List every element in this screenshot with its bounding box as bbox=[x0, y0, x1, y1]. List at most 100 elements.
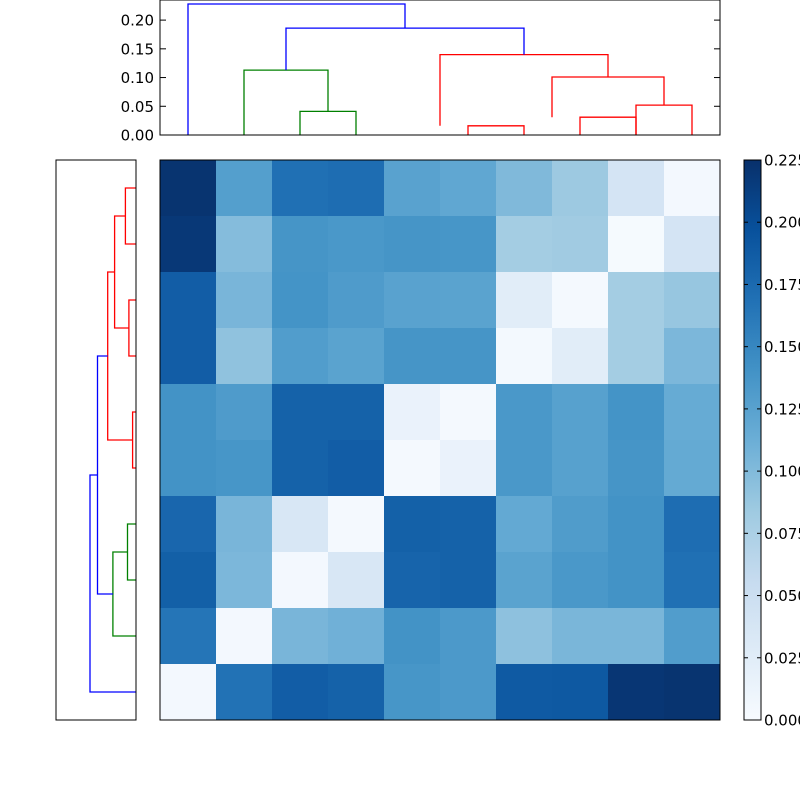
heatmap-cell-r2-c5 bbox=[440, 272, 497, 329]
colorbar-tick-label-9: 0.225 bbox=[764, 152, 800, 170]
heatmap-cell-r1-c2 bbox=[272, 216, 329, 273]
heatmap-cell-r2-c9 bbox=[664, 272, 721, 329]
heatmap-cell-r5-c7 bbox=[552, 440, 609, 497]
heatmap-cell-r5-c9 bbox=[664, 440, 721, 497]
colorbar-tick-label-7: 0.175 bbox=[764, 276, 800, 294]
heatmap-cell-r0-c2 bbox=[272, 160, 329, 217]
heatmap-cell-r1-c1 bbox=[216, 216, 273, 273]
top-dendrogram-frame bbox=[159, 0, 721, 136]
heatmap-cell-r9-c1 bbox=[216, 664, 273, 721]
heatmap-cell-r5-c8 bbox=[608, 440, 665, 497]
heatmap-cell-r9-c6 bbox=[496, 664, 553, 721]
heatmap-cell-r4-c1 bbox=[216, 384, 273, 441]
heatmap-cell-r2-c4 bbox=[384, 272, 441, 329]
top-dendrogram-ytick-label-3: 0.15 bbox=[121, 40, 154, 58]
heatmap-cell-r0-c9 bbox=[664, 160, 721, 217]
heatmap-cell-r3-c9 bbox=[664, 328, 721, 385]
heatmap-cell-r7-c3 bbox=[328, 552, 385, 609]
heatmap-cell-r7-c8 bbox=[608, 552, 665, 609]
heatmap-cells bbox=[160, 160, 721, 721]
heatmap-cell-r1-c5 bbox=[440, 216, 497, 273]
heatmap-cell-r1-c7 bbox=[552, 216, 609, 273]
heatmap-cell-r0-c6 bbox=[496, 160, 553, 217]
heatmap-cell-r2-c7 bbox=[552, 272, 609, 329]
heatmap-cell-r7-c0 bbox=[160, 552, 217, 609]
colorbar-tick-label-5: 0.125 bbox=[764, 400, 800, 418]
heatmap-cell-r7-c2 bbox=[272, 552, 329, 609]
heatmap-cell-r5-c6 bbox=[496, 440, 553, 497]
heatmap-cell-r1-c0 bbox=[160, 216, 217, 273]
heatmap-cell-r9-c9 bbox=[664, 664, 721, 721]
heatmap-cell-r9-c5 bbox=[440, 664, 497, 721]
heatmap-cell-r3-c0 bbox=[160, 328, 217, 385]
heatmap-cell-r4-c8 bbox=[608, 384, 665, 441]
heatmap-cell-r9-c7 bbox=[552, 664, 609, 721]
heatmap-cell-r2-c1 bbox=[216, 272, 273, 329]
heatmap-cell-r8-c0 bbox=[160, 608, 217, 665]
heatmap-cell-r7-c6 bbox=[496, 552, 553, 609]
heatmap-cell-r4-c0 bbox=[160, 384, 217, 441]
top-dendrogram-link-0 bbox=[467, 125, 525, 135]
heatmap-cell-r0-c1 bbox=[216, 160, 273, 217]
top-dendrogram-links bbox=[187, 3, 693, 135]
heatmap-cell-r0-c0 bbox=[160, 160, 217, 217]
heatmap-cell-r0-c3 bbox=[328, 160, 385, 217]
heatmap-cell-r4-c7 bbox=[552, 384, 609, 441]
heatmap-cell-r8-c6 bbox=[496, 608, 553, 665]
top-dendrogram-ytick-label-4: 0.20 bbox=[121, 12, 154, 30]
top-dendrogram-ytick-label-0: 0.00 bbox=[121, 127, 154, 145]
heatmap-cell-r8-c8 bbox=[608, 608, 665, 665]
heatmap-cell-r6-c2 bbox=[272, 496, 329, 553]
heatmap-cell-r7-c9 bbox=[664, 552, 721, 609]
heatmap-cell-r9-c8 bbox=[608, 664, 665, 721]
heatmap-cell-r3-c3 bbox=[328, 328, 385, 385]
top-dendrogram-ytick-label-1: 0.05 bbox=[121, 98, 154, 116]
heatmap-cell-r5-c3 bbox=[328, 440, 385, 497]
colorbar-tick-label-4: 0.100 bbox=[764, 463, 800, 481]
heatmap-cell-r6-c5 bbox=[440, 496, 497, 553]
heatmap-cell-r3-c8 bbox=[608, 328, 665, 385]
heatmap-cell-r7-c4 bbox=[384, 552, 441, 609]
colorbar-tick-label-6: 0.150 bbox=[764, 338, 800, 356]
heatmap-cell-r1-c3 bbox=[328, 216, 385, 273]
heatmap-cell-r3-c4 bbox=[384, 328, 441, 385]
heatmap-cell-r6-c0 bbox=[160, 496, 217, 553]
heatmap-cell-r3-c5 bbox=[440, 328, 497, 385]
heatmap-cell-r1-c9 bbox=[664, 216, 721, 273]
left-dendrogram bbox=[55, 159, 137, 721]
heatmap-cell-r6-c6 bbox=[496, 496, 553, 553]
colorbar: 0.000 0.025 0.050 0.075 0.100 0.125 0.150 0.175… bbox=[743, 152, 800, 730]
colorbar-gradient bbox=[743, 159, 762, 721]
heatmap-cell-r4-c4 bbox=[384, 384, 441, 441]
heatmap-cell-r5-c2 bbox=[272, 440, 329, 497]
heatmap-cell-r5-c5 bbox=[440, 440, 497, 497]
heatmap-cell-r8-c2 bbox=[272, 608, 329, 665]
heatmap-cell-r9-c0 bbox=[160, 664, 217, 721]
heatmap-cell-r3-c6 bbox=[496, 328, 553, 385]
heatmap-cell-r0-c4 bbox=[384, 160, 441, 217]
heatmap-cell-r6-c7 bbox=[552, 496, 609, 553]
left-dendrogram-links bbox=[89, 187, 136, 693]
heatmap-cell-r4-c3 bbox=[328, 384, 385, 441]
colorbar-tick-label-1: 0.025 bbox=[764, 649, 800, 667]
heatmap-cell-r4-c9 bbox=[664, 384, 721, 441]
colorbar-tick-label-0: 0.000 bbox=[764, 712, 800, 730]
heatmap-cell-r5-c4 bbox=[384, 440, 441, 497]
heatmap-cell-r4-c6 bbox=[496, 384, 553, 441]
heatmap-cell-r2-c2 bbox=[272, 272, 329, 329]
heatmap-cell-r8-c4 bbox=[384, 608, 441, 665]
heatmap-cell-r7-c7 bbox=[552, 552, 609, 609]
heatmap-cell-r8-c9 bbox=[664, 608, 721, 665]
heatmap-cell-r1-c4 bbox=[384, 216, 441, 273]
heatmap-cell-r5-c0 bbox=[160, 440, 217, 497]
heatmap-cell-r2-c3 bbox=[328, 272, 385, 329]
top-dendrogram-ytick-label-2: 0.10 bbox=[121, 69, 154, 87]
heatmap-cell-r7-c1 bbox=[216, 552, 273, 609]
heatmap-cell-r4-c2 bbox=[272, 384, 329, 441]
top-dendrogram: 0.00 0.05 0.10 0.15 0.20 bbox=[121, 0, 721, 145]
heatmap-cell-r7-c5 bbox=[440, 552, 497, 609]
colorbar-tick-label-8: 0.200 bbox=[764, 214, 800, 232]
heatmap-cell-r6-c1 bbox=[216, 496, 273, 553]
left-dendrogram-link-8 bbox=[89, 474, 136, 693]
